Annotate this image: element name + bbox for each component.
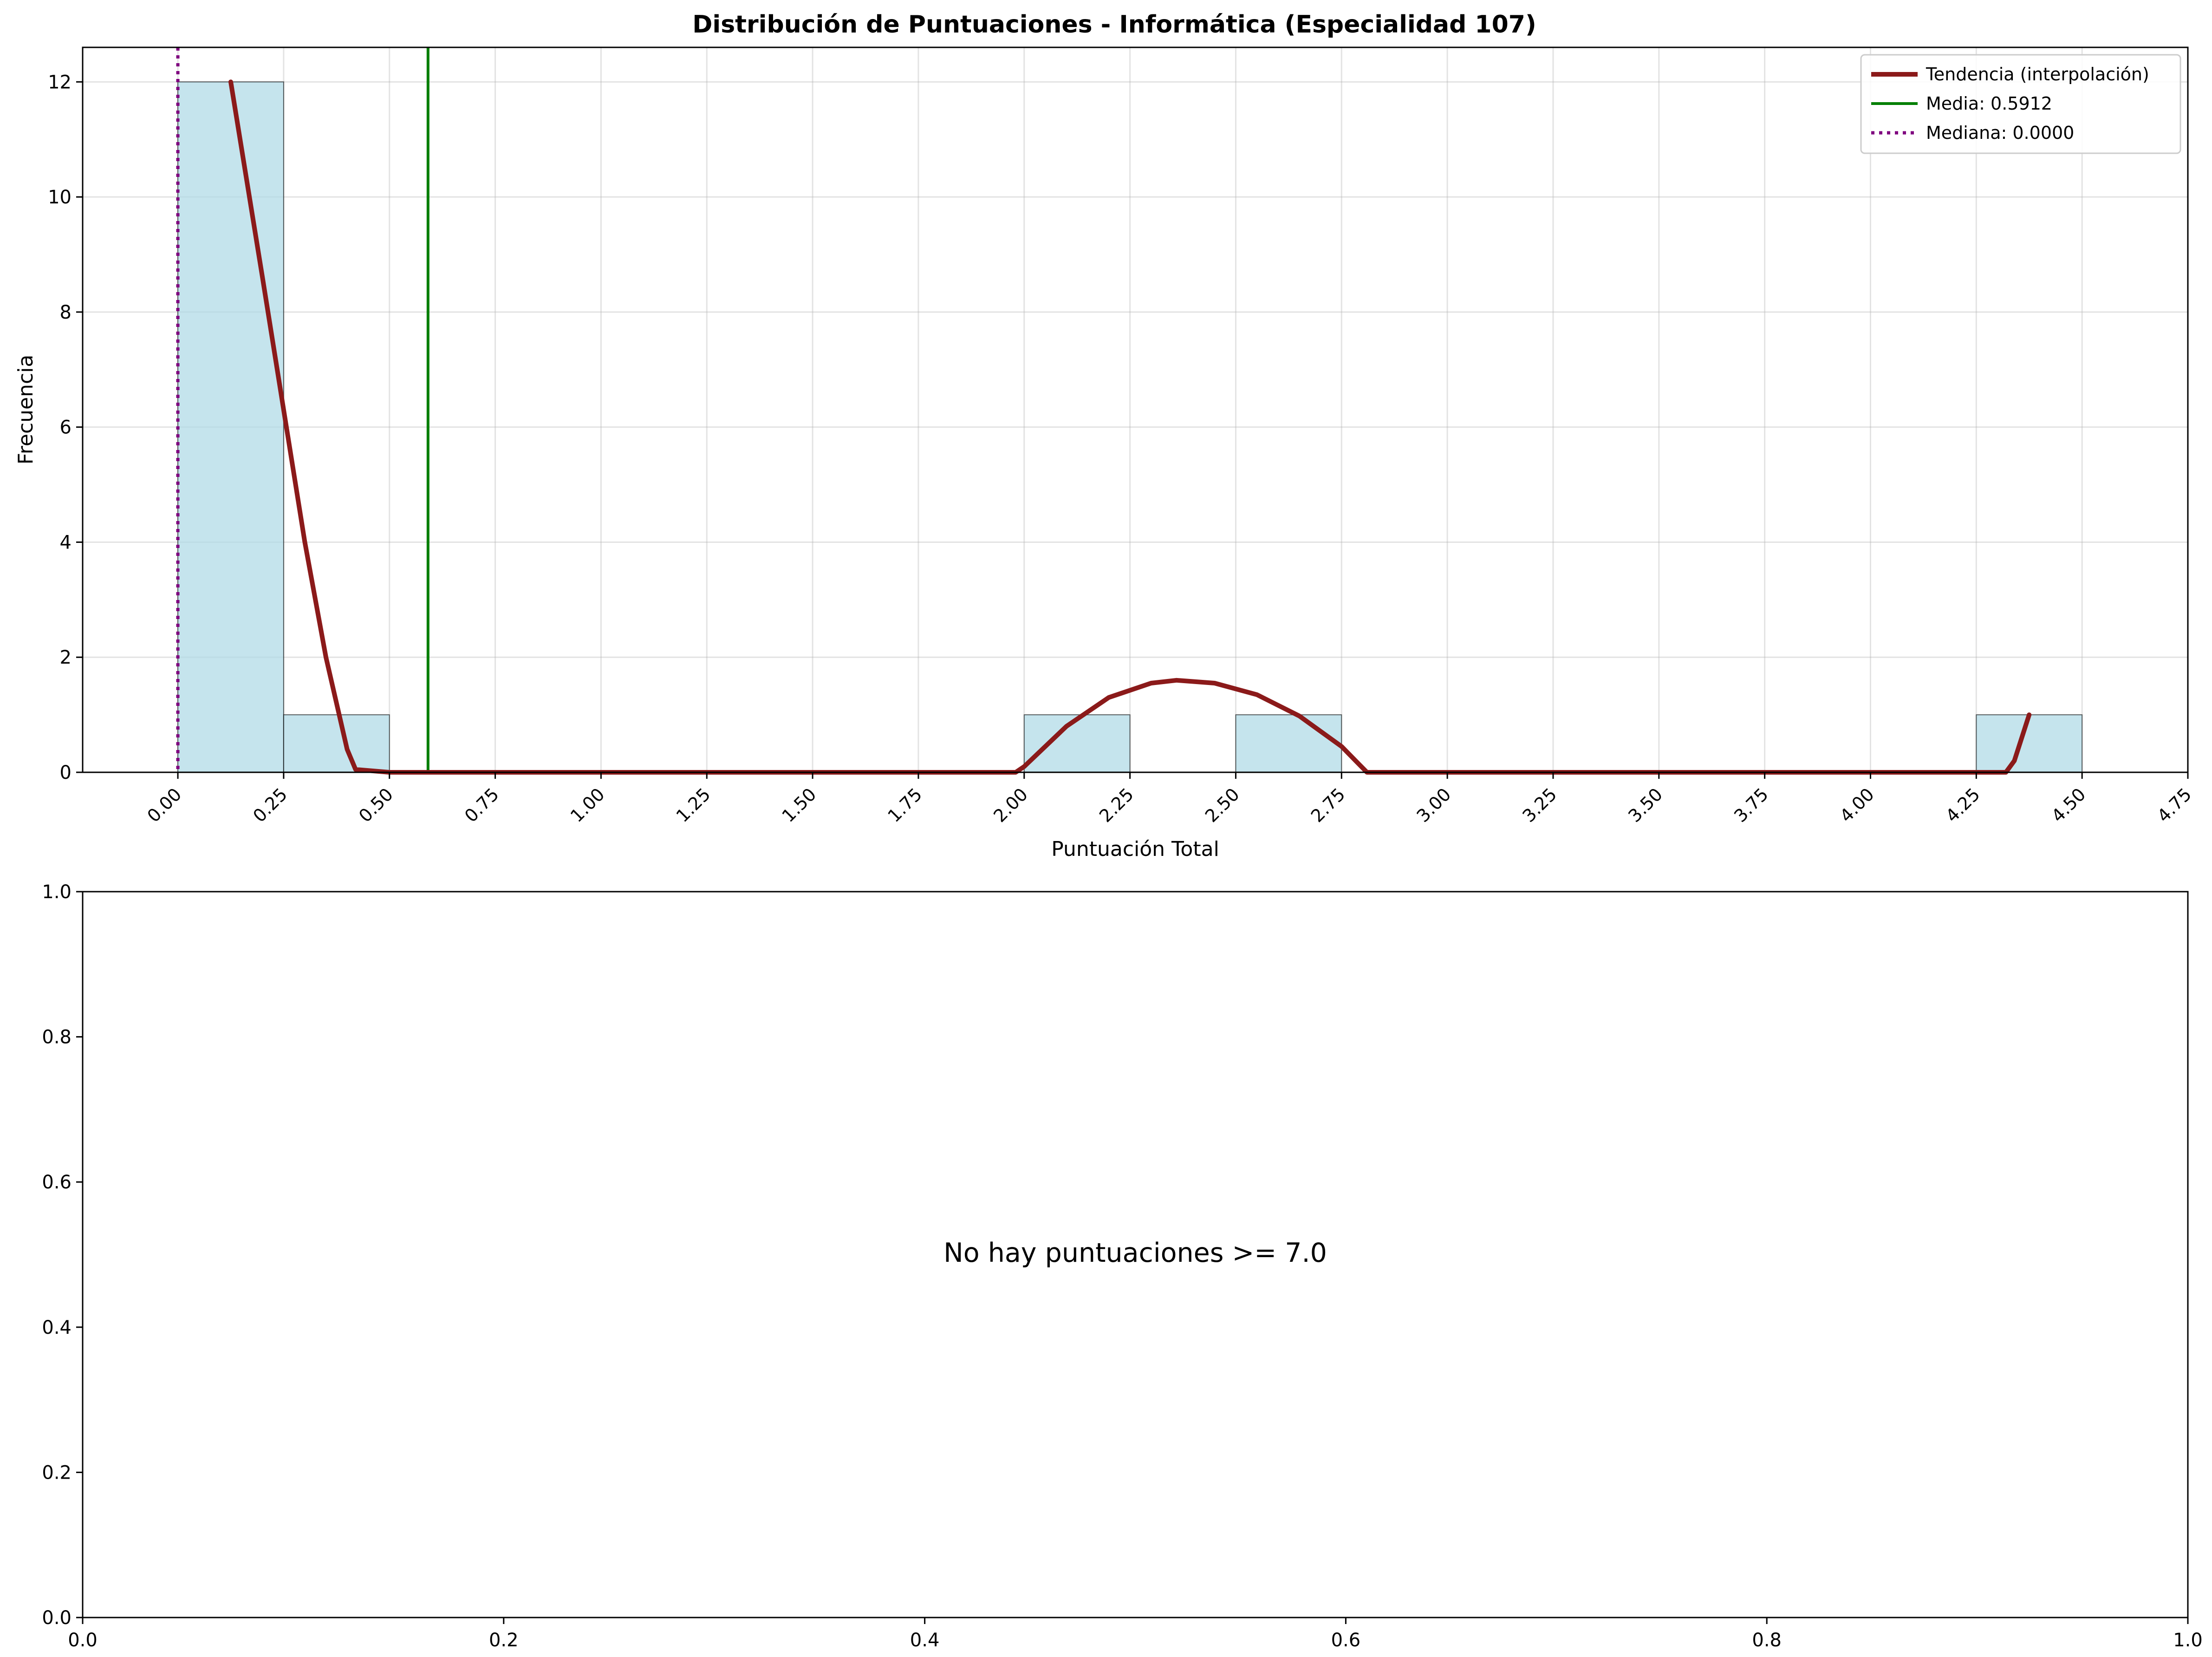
x-tick-label-bottom: 0.4 [910, 1630, 940, 1651]
y-tick-label-bottom: 0.4 [42, 1317, 72, 1338]
y-tick-label: 2 [60, 647, 72, 668]
plot-frame-bottom [82, 891, 2189, 1618]
histogram-bars [177, 81, 2083, 773]
legend-label-mean: Media: 0.5912 [1926, 93, 2052, 114]
y-axis-ticks-bottom: 0.0 0.2 0.4 0.6 0.8 1.0 [42, 881, 83, 1629]
no-data-message: No hay puntuaciones >= 7.0 [943, 1238, 1327, 1268]
x-tick-label-bottom: 1.0 [2173, 1630, 2203, 1651]
y-tick-label-bottom: 0.6 [42, 1172, 72, 1193]
legend: Tendencia (interpolación) Media: 0.5912 … [1860, 54, 2181, 154]
y-tick-label: 4 [60, 532, 72, 553]
x-axis-ticks-bottom: 0.0 0.2 0.4 0.6 0.8 1.0 [68, 1618, 2203, 1651]
y-tick-label-bottom: 0.2 [42, 1462, 72, 1483]
y-tick-label: 10 [48, 187, 72, 208]
y-tick-label: 8 [60, 302, 72, 323]
reference-lines [176, 47, 429, 772]
y-tick-label-bottom: 0.0 [42, 1607, 72, 1629]
x-axis-label: Puntuación Total [1051, 837, 1219, 861]
legend-frame [1860, 54, 2181, 154]
legend-label-trend: Tendencia (interpolación) [1926, 64, 2149, 85]
x-tick-label-bottom: 0.2 [489, 1630, 519, 1651]
legend-label-median: Mediana: 0.0000 [1926, 123, 2074, 143]
plot-frame [82, 46, 2189, 773]
x-tick-label-bottom: 0.0 [68, 1630, 98, 1651]
y-tick-label: 12 [48, 72, 72, 93]
histogram-bar [1235, 714, 1342, 773]
y-axis-ticks: 0 2 4 6 8 10 12 [48, 72, 83, 783]
y-tick-label-bottom: 1.0 [42, 881, 72, 903]
y-tick-label: 6 [60, 417, 72, 438]
histogram-bar [1023, 714, 1131, 773]
histogram-bar [1976, 714, 2083, 773]
y-axis-label: Frecuencia [14, 355, 38, 465]
y-tick-label: 0 [60, 762, 72, 783]
histogram-bar [177, 81, 284, 773]
y-tick-label-bottom: 0.8 [42, 1027, 72, 1048]
chart-title: Distribución de Puntuaciones - Informáti… [692, 11, 1536, 39]
x-tick-label-bottom: 0.6 [1331, 1630, 1361, 1651]
histogram-bar [283, 714, 390, 773]
x-tick-label-bottom: 0.8 [1752, 1630, 1782, 1651]
empty-chart: No hay puntuaciones >= 7.0 0.0 0.2 0.4 0.6 0… [42, 881, 2202, 1651]
